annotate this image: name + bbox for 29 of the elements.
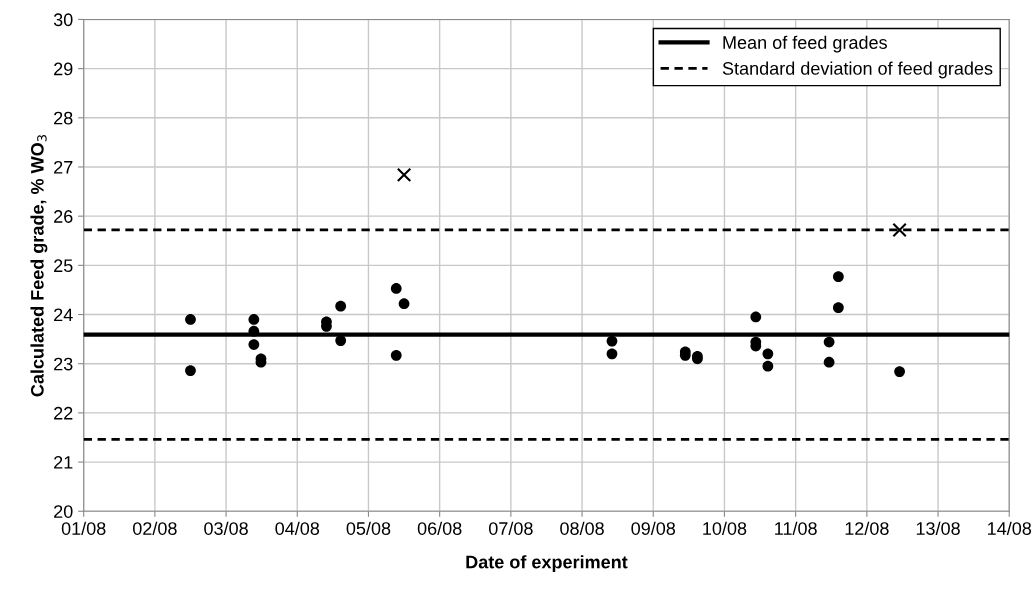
legend-label: Mean of feed grades (723, 35, 887, 53)
x-tick-label: 06/08 (417, 521, 462, 535)
y-tick-label: 27 (54, 160, 73, 174)
x-tick-label: 11/08 (775, 521, 817, 535)
y-tick-label: 30 (53, 13, 73, 27)
x-tick-label: 08/08 (560, 521, 604, 535)
x-tick-label: 10/08 (703, 521, 747, 535)
y-axis-title: Calculated Feed grade, % WO$_{3}$ (30, 135, 48, 397)
x-tick-label: 13/08 (916, 521, 960, 535)
y-tick-label: 26 (54, 210, 73, 223)
x-tick-label: 02/08 (132, 521, 177, 535)
x-tick-label: 04/08 (275, 521, 320, 535)
x-tick-label: 12/08 (845, 521, 889, 535)
y-tick-label: 21 (54, 456, 73, 469)
y-tick-label: 29 (54, 62, 73, 76)
x-tick-label: 09/08 (631, 521, 676, 535)
x-tick-label: 05/08 (346, 521, 391, 535)
x-tick-label: 14/08 (988, 521, 1032, 535)
x-tick-label: 03/08 (204, 521, 248, 535)
y-tick-label: 22 (54, 406, 73, 420)
x-tick-label: 01/08 (61, 521, 106, 535)
y-tick-label: 28 (54, 111, 73, 125)
legend-label: Standard deviation of feed grades (722, 61, 993, 79)
y-tick-label: 20 (54, 505, 73, 518)
x-axis-title: Date of experiment (466, 555, 628, 572)
y-tick-label: 25 (54, 259, 73, 273)
y-tick-label: 23 (54, 357, 73, 371)
y-tick-label: 24 (54, 308, 73, 322)
x-tick-label: 07/08 (488, 521, 533, 535)
